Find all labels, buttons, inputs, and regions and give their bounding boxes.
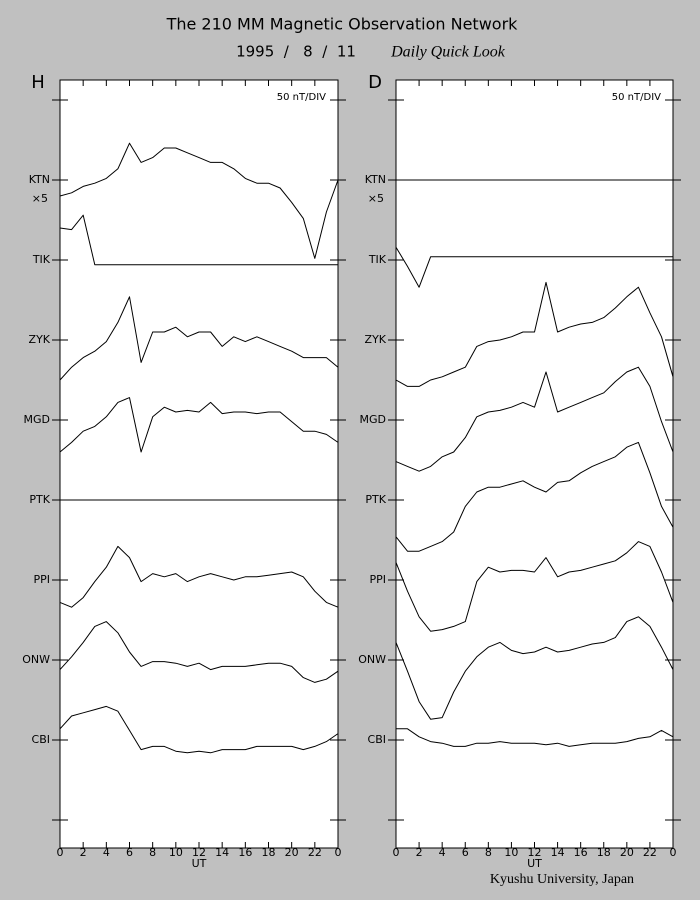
- trace: [59, 397, 339, 453]
- trace: [59, 214, 338, 266]
- station-label: ONW: [22, 653, 50, 666]
- x-tick-label: 6: [462, 846, 469, 859]
- x-tick-label: 2: [80, 846, 87, 859]
- trace: [395, 366, 674, 472]
- station-label: PPI: [33, 573, 50, 586]
- station-label: ONW: [358, 653, 386, 666]
- x-tick-label: 10: [169, 846, 183, 859]
- x-tick-label: 6: [126, 846, 133, 859]
- station-label: PTK: [365, 493, 386, 506]
- date: 1995 / 8 / 11: [236, 43, 356, 61]
- x-tick-label: 8: [149, 846, 156, 859]
- trace: [59, 621, 339, 683]
- scale-label: 50 nT/DIV: [277, 92, 326, 103]
- trace: [59, 705, 339, 754]
- station-label: CBI: [32, 733, 50, 746]
- x-tick-label: 0: [57, 846, 64, 859]
- x-axis-label: UT: [192, 857, 207, 870]
- x-axis-label: UT: [527, 857, 542, 870]
- x-tick-label: 4: [439, 846, 446, 859]
- x-tick-label: 12: [528, 846, 542, 859]
- trace: [395, 441, 674, 552]
- x-tick-label: 12: [192, 846, 206, 859]
- station-label: TIK: [368, 253, 387, 266]
- panel: [395, 79, 674, 849]
- trace: [395, 616, 674, 720]
- station-label: KTN: [365, 173, 386, 186]
- panel-label: H: [31, 72, 45, 93]
- x-tick-label: 2: [416, 846, 423, 859]
- x-tick-label: 0: [670, 846, 677, 859]
- trace: [59, 296, 339, 381]
- station-label: KTN: [29, 173, 50, 186]
- trace: [59, 545, 339, 608]
- station-label: TIK: [32, 253, 51, 266]
- station-label: CBI: [368, 733, 386, 746]
- x-tick-label: 20: [285, 846, 299, 859]
- station-label: PPI: [369, 573, 386, 586]
- x-tick-label: 20: [620, 846, 634, 859]
- scale-factor: ×5: [32, 192, 48, 205]
- panel: [59, 79, 339, 849]
- station-label: MGD: [24, 413, 51, 426]
- x-tick-label: 0: [393, 846, 400, 859]
- subtitle: Daily Quick Look: [390, 44, 506, 61]
- station-label: ZYK: [365, 333, 387, 346]
- x-tick-label: 10: [504, 846, 518, 859]
- x-tick-label: 14: [215, 846, 229, 859]
- x-tick-label: 14: [551, 846, 565, 859]
- x-tick-label: 16: [238, 846, 252, 859]
- panel-label: D: [368, 72, 382, 93]
- trace: [59, 142, 339, 259]
- x-tick-label: 4: [103, 846, 110, 859]
- footer: Kyushu University, Japan: [490, 872, 634, 887]
- x-tick-label: 22: [308, 846, 322, 859]
- page-title: The 210 MM Magnetic Observation Network: [166, 15, 519, 34]
- x-tick-label: 16: [574, 846, 588, 859]
- trace: [396, 728, 674, 747]
- station-label: ZYK: [29, 333, 51, 346]
- x-tick-label: 0: [335, 846, 342, 859]
- scale-factor: ×5: [368, 192, 384, 205]
- x-tick-label: 22: [643, 846, 657, 859]
- station-label: PTK: [29, 493, 50, 506]
- scale-label: 50 nT/DIV: [612, 92, 661, 103]
- trace: [395, 541, 674, 632]
- trace: [395, 246, 673, 288]
- x-tick-label: 18: [262, 846, 276, 859]
- x-tick-label: 8: [485, 846, 492, 859]
- x-tick-label: 18: [597, 846, 611, 859]
- trace: [395, 281, 674, 387]
- station-label: MGD: [360, 413, 387, 426]
